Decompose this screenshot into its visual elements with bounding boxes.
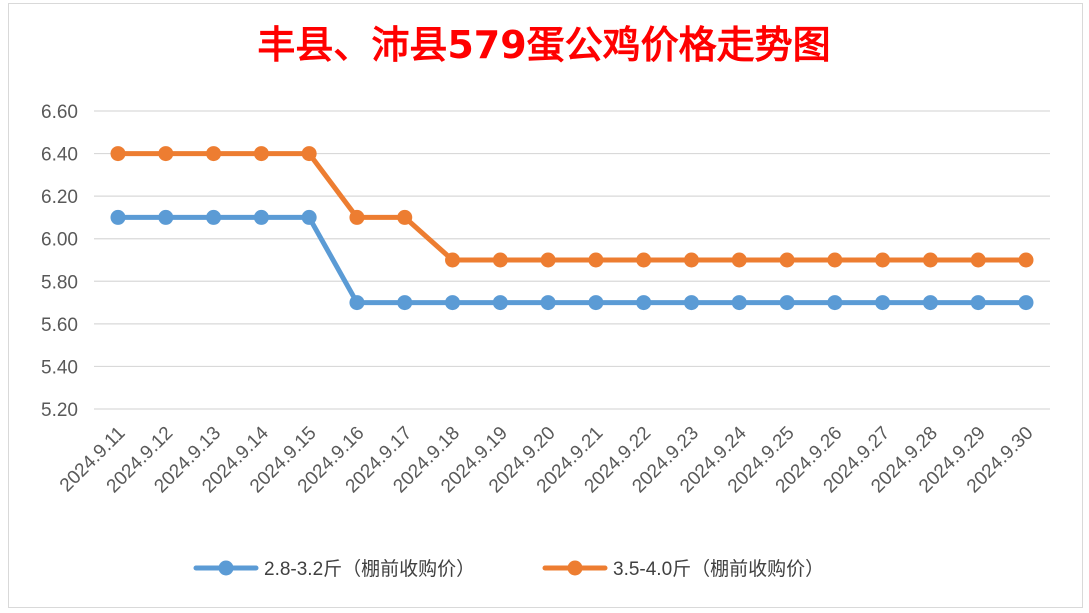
data-point	[110, 209, 126, 225]
data-point	[1018, 295, 1034, 311]
data-point	[922, 252, 938, 268]
data-point	[445, 295, 461, 311]
data-point	[397, 209, 413, 225]
data-point	[253, 209, 269, 225]
data-point	[397, 295, 413, 311]
data-point	[1018, 252, 1034, 268]
data-point	[683, 252, 699, 268]
data-point	[827, 252, 843, 268]
legend-label: 3.5-4.0斤（棚前收购价）	[613, 558, 824, 580]
data-point	[922, 295, 938, 311]
legend-point-marker	[218, 560, 234, 576]
legend-item: 3.5-4.0斤（棚前收购价）	[542, 558, 824, 580]
data-point	[731, 295, 747, 311]
data-point	[349, 209, 365, 225]
data-point	[206, 209, 222, 225]
data-point	[588, 295, 604, 311]
data-point	[540, 295, 556, 311]
y-tick-label: 5.80	[41, 272, 78, 293]
series-line	[115, 214, 1029, 306]
data-point	[827, 295, 843, 311]
data-point	[588, 252, 604, 268]
series-line	[115, 151, 1029, 263]
legend-point-marker	[567, 560, 583, 576]
legend: 2.8-3.2斤（棚前收购价） 3.5-4.0斤（棚前收购价）	[193, 558, 824, 580]
data-point	[875, 295, 891, 311]
data-point	[636, 295, 652, 311]
data-point	[158, 146, 174, 162]
data-point	[731, 252, 747, 268]
data-point	[970, 295, 986, 311]
y-tick-label: 5.60	[41, 315, 78, 336]
legend-item: 2.8-3.2斤（棚前收购价）	[193, 558, 475, 580]
data-point	[970, 252, 986, 268]
data-point	[158, 209, 174, 225]
data-point	[110, 146, 126, 162]
series-1	[110, 209, 1034, 311]
y-tick-label: 6.60	[41, 102, 78, 123]
legend-label: 2.8-3.2斤（棚前收购价）	[264, 558, 475, 580]
data-point	[540, 252, 556, 268]
data-point	[636, 252, 652, 268]
series-2	[110, 146, 1034, 268]
data-point	[301, 146, 317, 162]
y-tick-label: 5.20	[41, 400, 78, 421]
data-point	[206, 146, 222, 162]
series-lines	[110, 146, 1034, 311]
data-point	[445, 252, 461, 268]
y-tick-label: 5.40	[41, 357, 78, 378]
x-axis-tick-labels: 2024.9.112024.9.122024.9.132024.9.142024…	[56, 422, 1038, 497]
data-point	[492, 295, 508, 311]
y-axis-tick-labels: 5.20 5.40 5.60 5.80 6.00 6.20 6.40 6.60	[41, 102, 78, 421]
data-point	[875, 252, 891, 268]
data-point	[301, 209, 317, 225]
data-point	[779, 295, 795, 311]
data-point	[683, 295, 699, 311]
data-point	[779, 252, 795, 268]
y-tick-label: 6.20	[41, 187, 78, 208]
data-point	[253, 146, 269, 162]
y-tick-label: 6.40	[41, 145, 78, 166]
chart-title: 丰县、沛县579蛋公鸡价格走势图	[257, 23, 830, 67]
data-point	[492, 252, 508, 268]
gridlines	[94, 110, 1050, 410]
y-tick-label: 6.00	[41, 230, 78, 251]
data-point	[349, 295, 365, 311]
